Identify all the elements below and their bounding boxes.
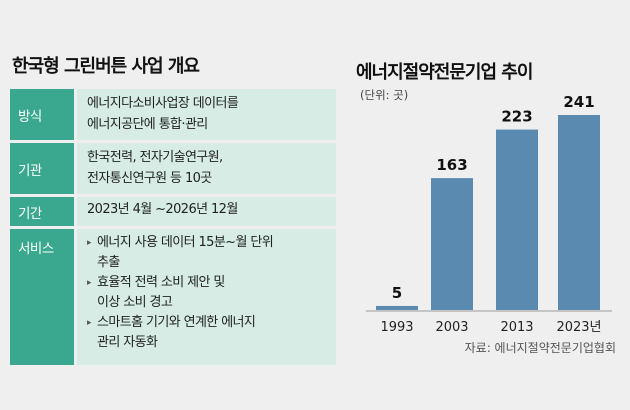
x-tick-label: 1993 <box>380 320 413 335</box>
row-label-service: 서비스 <box>10 229 74 365</box>
bullet-icon: ▸ <box>87 238 92 248</box>
row-value-agency: 한국전력, 전자기술연구원, 전자통신연구원 등 10곳 <box>77 143 336 194</box>
data-label: 5 <box>392 284 402 302</box>
data-label: 163 <box>436 156 467 174</box>
row-value-period: 2023년 4월 ~2026년 12월 <box>77 197 336 226</box>
value-line: 에너지공단에 통합·관리 <box>87 117 208 132</box>
x-tick-label: 2013 <box>500 320 533 335</box>
row-label-agency: 기관 <box>10 143 74 194</box>
service-item: ▸ 스마트홈 기기와 연계한 에너지 관리 자동화 <box>87 313 336 353</box>
data-label: 241 <box>563 93 594 111</box>
chart-title: 에너지절약전문기업 추이 <box>356 61 532 83</box>
value-line: 전자통신연구원 등 10곳 <box>87 171 212 186</box>
row-method: 방식 에너지다소비사업장 데이터를 에너지공단에 통합·관리 <box>10 89 336 140</box>
service-item: ▸ 효율적 전력 소비 제안 및 이상 소비 경고 <box>87 273 336 313</box>
chart-unit: (단위: 곳) <box>360 88 408 102</box>
overview-panel: 한국형 그린버튼 사업 개요 방식 에너지다소비사업장 데이터를 에너지공단에 … <box>10 52 336 368</box>
service-line: 효율적 전력 소비 제안 및 <box>97 275 225 290</box>
value-line: 한국전력, 전자기술연구원, <box>87 150 223 165</box>
bullet-icon: ▸ <box>87 318 92 328</box>
bar-2023년 <box>558 115 600 310</box>
bar-2013 <box>496 129 538 310</box>
row-label-method: 방식 <box>10 89 74 140</box>
service-line: 에너지 사용 데이터 15분~월 단위 <box>97 235 274 250</box>
row-period: 기간 2023년 4월 ~2026년 12월 <box>10 197 336 226</box>
value-line: 2023년 4월 ~2026년 12월 <box>87 202 238 217</box>
service-line: 추출 <box>97 255 120 270</box>
bullet-icon: ▸ <box>87 278 92 288</box>
bar-1993 <box>376 305 418 310</box>
service-line: 관리 자동화 <box>97 335 158 350</box>
overview-title: 한국형 그린버튼 사업 개요 <box>12 56 200 77</box>
service-line: 이상 소비 경고 <box>97 295 173 310</box>
row-agency: 기관 한국전력, 전자기술연구원, 전자통신연구원 등 10곳 <box>10 143 336 194</box>
chart-source: 자료: 에너지절약전문기업협회 <box>465 340 616 355</box>
row-label-period: 기간 <box>10 197 74 226</box>
row-service: 서비스 ▸ 에너지 사용 데이터 15분~월 단위 추출 ▸ 효율적 전력 소비… <box>10 229 336 365</box>
service-line: 스마트홈 기기와 연계한 에너지 <box>97 315 256 330</box>
row-value-method: 에너지다소비사업장 데이터를 에너지공단에 통합·관리 <box>77 89 336 140</box>
data-label: 223 <box>501 108 532 126</box>
row-value-service: ▸ 에너지 사용 데이터 15분~월 단위 추출 ▸ 효율적 전력 소비 제안 … <box>77 229 336 365</box>
value-line: 에너지다소비사업장 데이터를 <box>87 96 239 111</box>
x-tick-label: 2003 <box>435 320 468 335</box>
bars-group: 5 1993 163 2003 223 2013 241 2023년 <box>376 93 602 335</box>
x-tick-label: 2023년 <box>556 320 601 335</box>
service-item: ▸ 에너지 사용 데이터 15분~월 단위 추출 <box>87 233 336 273</box>
bar-2003 <box>431 178 473 310</box>
